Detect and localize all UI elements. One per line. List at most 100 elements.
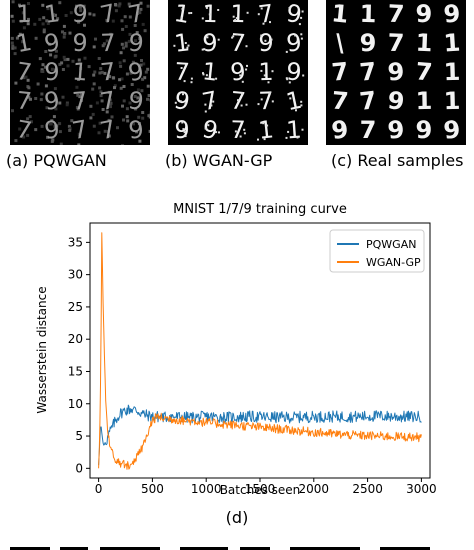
noise-speck xyxy=(95,101,99,105)
artifact-speck xyxy=(187,44,190,47)
noise-speck xyxy=(21,11,25,15)
noise-speck xyxy=(33,22,37,26)
artifact-speck xyxy=(204,103,207,106)
training-curve-chart: MNIST 1/7/9 training curve 0 500 1000 1500 2… xyxy=(0,190,474,550)
legend-label: PQWGAN xyxy=(366,238,416,251)
noise-speck xyxy=(45,19,49,23)
digit-sample: 7 xyxy=(358,57,377,87)
noise-speck xyxy=(11,46,15,50)
artifact-speck xyxy=(264,39,267,42)
artifact-speck xyxy=(298,23,301,26)
noise-speck xyxy=(119,86,123,90)
digit-sample: 1 xyxy=(230,0,246,28)
noise-speck xyxy=(143,29,147,33)
legend: PQWGAN WGAN-GP xyxy=(329,229,425,273)
noise-speck xyxy=(27,2,30,5)
x-tick-label: 3000 xyxy=(406,482,437,496)
artifact-speck xyxy=(173,44,176,47)
noise-speck xyxy=(34,36,38,40)
noise-speck xyxy=(92,124,96,128)
noise-speck xyxy=(34,128,38,132)
noise-speck xyxy=(109,101,113,105)
digit-sample: 1 xyxy=(415,29,433,58)
digit-sample: 1 xyxy=(415,87,432,115)
digit-sample: 7 xyxy=(98,86,118,116)
digit-sample: 9 xyxy=(127,115,145,144)
digit-sample: 7 xyxy=(330,86,349,115)
artifact-speck xyxy=(237,99,239,102)
artifact-speck xyxy=(288,7,291,9)
noise-speck xyxy=(137,122,141,125)
noise-speck xyxy=(75,4,78,8)
artifact-speck xyxy=(234,130,237,133)
noise-speck xyxy=(122,46,125,50)
artifact-speck xyxy=(235,17,238,20)
noise-speck xyxy=(133,53,137,57)
noise-speck xyxy=(108,75,112,79)
noise-speck xyxy=(118,2,122,6)
noise-speck xyxy=(41,70,45,73)
noise-speck xyxy=(11,19,15,23)
noise-speck xyxy=(133,95,137,98)
noise-speck xyxy=(107,118,111,122)
noise-speck xyxy=(53,55,57,59)
noise-speck xyxy=(27,17,30,21)
digit-sample: 9 xyxy=(285,28,303,57)
noise-speck xyxy=(41,63,45,67)
noise-speck xyxy=(77,78,81,81)
noise-speck xyxy=(100,70,104,74)
noise-speck xyxy=(10,14,14,18)
artifact-speck xyxy=(206,36,209,39)
noise-speck xyxy=(80,99,83,102)
artifact-speck xyxy=(215,131,218,134)
noise-speck xyxy=(105,39,109,43)
noise-speck xyxy=(26,78,30,82)
noise-speck xyxy=(141,111,145,114)
artifact-speck xyxy=(270,38,273,41)
artifact-speck xyxy=(257,138,259,141)
noise-speck xyxy=(61,30,64,34)
noise-speck xyxy=(22,26,26,30)
artifact-speck xyxy=(301,10,304,13)
digit-sample: 9 xyxy=(174,116,190,144)
noise-speck xyxy=(34,97,38,100)
artifact-speck xyxy=(201,48,204,51)
y-tick-label: 20 xyxy=(68,332,83,346)
noise-speck xyxy=(99,67,103,71)
noise-speck xyxy=(41,22,45,26)
digit-sample: 9 xyxy=(286,58,303,87)
cropped-text-strip xyxy=(10,547,430,550)
digit-sample: 7 xyxy=(230,116,246,144)
noise-speck xyxy=(127,39,131,43)
digit-sample: 7 xyxy=(99,57,117,86)
noise-speck xyxy=(66,64,70,68)
noise-speck xyxy=(113,84,117,88)
noise-speck xyxy=(40,124,44,128)
digit-sample: 9 xyxy=(386,86,406,116)
digit-sample: 1 xyxy=(201,57,219,86)
artifact-speck xyxy=(245,68,248,71)
digit-sample: 1 xyxy=(257,115,275,144)
digit-sample: 9 xyxy=(443,0,462,29)
artifact-speck xyxy=(257,13,260,16)
noise-speck xyxy=(44,65,48,69)
noise-speck xyxy=(44,84,48,88)
artifact-speck xyxy=(285,50,288,53)
artifact-speck xyxy=(182,93,184,96)
digit-sample: 1 xyxy=(71,57,88,86)
noise-speck xyxy=(149,98,150,102)
digit-sample: 9 xyxy=(258,29,274,57)
noise-speck xyxy=(10,41,14,45)
noise-speck xyxy=(147,114,150,118)
noise-speck xyxy=(87,65,91,69)
digit-sample: 7 xyxy=(98,0,119,29)
noise-speck xyxy=(58,101,62,105)
series-line-pqwgan xyxy=(98,404,422,466)
artifact-speck xyxy=(239,74,242,77)
noise-speck xyxy=(120,19,124,23)
digit-sample: 9 xyxy=(415,0,432,28)
noise-speck xyxy=(135,31,139,35)
noise-speck xyxy=(29,97,32,101)
digit-sample: 7 xyxy=(258,87,274,115)
